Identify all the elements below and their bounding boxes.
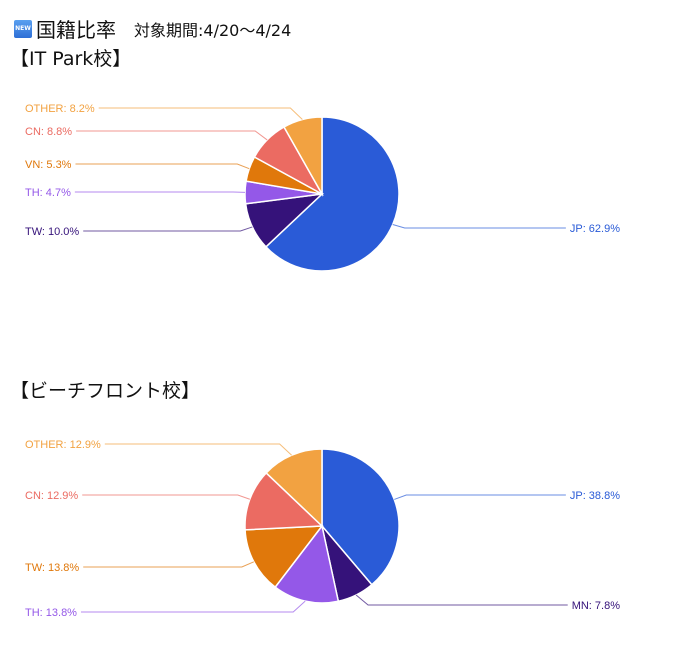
leader-line-cn bbox=[76, 130, 268, 141]
leader-line-tw bbox=[83, 561, 255, 568]
data-label-cn: CN: 8.8% bbox=[25, 126, 72, 138]
leader-line-mn bbox=[355, 594, 568, 606]
header: NEW 国籍比率 対象期間:4/20〜4/24 bbox=[14, 14, 291, 43]
leader-line-other bbox=[104, 443, 292, 456]
pie-slice-other[interactable] bbox=[265, 448, 323, 528]
chart-title-itpark: 【IT Park校】 bbox=[10, 48, 132, 70]
data-label-tw: TW: 13.8% bbox=[25, 562, 79, 574]
leader-line-cn bbox=[82, 494, 250, 500]
data-label-vn: VN: 5.3% bbox=[25, 159, 72, 171]
data-label-tw: TW: 10.0% bbox=[25, 226, 79, 238]
leader-line-vn bbox=[75, 163, 250, 170]
data-label-other: OTHER: 12.9% bbox=[25, 439, 101, 451]
data-label-jp: JP: 38.8% bbox=[570, 490, 620, 502]
leader-line-tw bbox=[83, 226, 253, 232]
leader-line-jp bbox=[392, 224, 566, 229]
leader-line-th bbox=[80, 600, 306, 613]
data-label-th: TH: 13.8% bbox=[25, 607, 77, 619]
pie-slice-jp[interactable] bbox=[321, 448, 400, 586]
page-title: 国籍比率 bbox=[36, 18, 116, 42]
leader-line-other bbox=[98, 107, 303, 120]
data-label-mn: MN: 7.8% bbox=[572, 600, 621, 612]
pie-slice-jp[interactable] bbox=[264, 116, 400, 272]
data-label-th: TH: 4.7% bbox=[25, 187, 71, 199]
leader-line-jp bbox=[394, 494, 566, 500]
data-label-cn: CN: 12.9% bbox=[25, 490, 78, 502]
new-badge-icon: NEW bbox=[14, 19, 32, 38]
data-label-jp: JP: 62.9% bbox=[570, 223, 620, 235]
period-text: 対象期間:4/20〜4/24 bbox=[134, 20, 292, 40]
data-label-other: OTHER: 8.2% bbox=[25, 103, 95, 115]
pie-slice-cn[interactable] bbox=[244, 471, 324, 531]
chart-title-beachfront: 【ビーチフロント校】 bbox=[10, 380, 201, 402]
